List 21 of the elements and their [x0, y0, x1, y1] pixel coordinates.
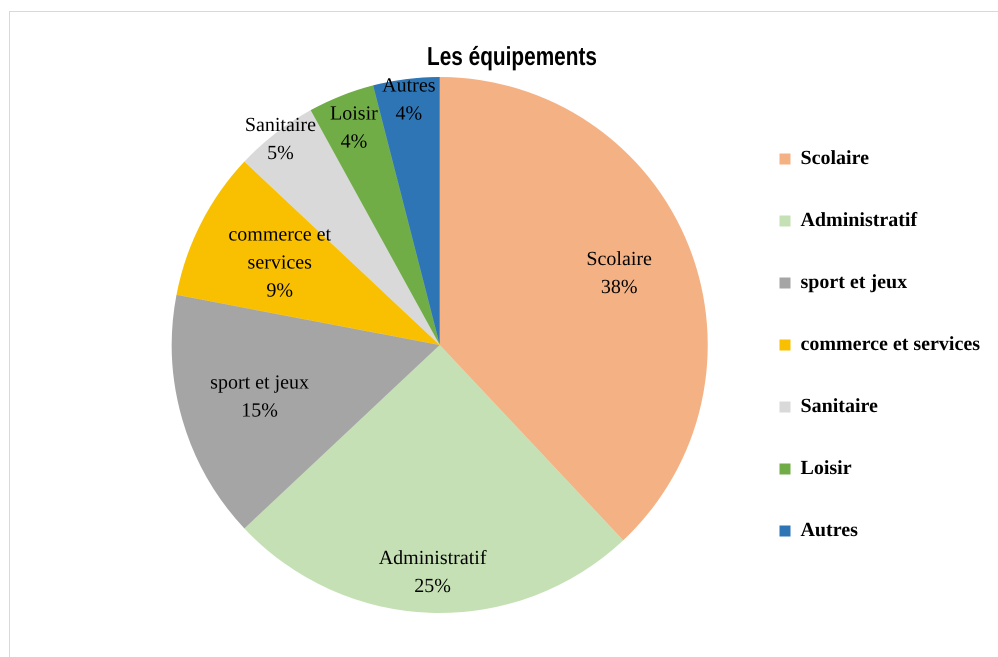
legend-label: Autres [800, 519, 858, 542]
legend-label: Loisir [800, 457, 852, 480]
legend-label: commerce et services [800, 333, 980, 356]
slice-label: Sanitaire [244, 114, 316, 136]
chart-title: Les équipements [427, 40, 597, 72]
data-label: 15% [241, 400, 278, 422]
slice-label: Administratif [378, 546, 487, 569]
data-label: 4% [396, 102, 422, 125]
slice-label: Autres [382, 74, 436, 97]
legend-label: Sanitaire [800, 395, 878, 418]
slice-label: Loisir [330, 102, 378, 124]
data-label: 38% [600, 276, 638, 298]
data-label: 5% [267, 142, 294, 164]
legend-label: Scolaire [800, 147, 870, 170]
legend-label: sport et jeux [800, 271, 908, 294]
data-label: 4% [340, 130, 368, 152]
data-label: 9% [266, 280, 294, 302]
slice-label: Scolaire [586, 248, 652, 270]
legend-label: Administratif [800, 209, 918, 232]
slice-label: sport et jeux [210, 372, 310, 394]
data-label: 25% [414, 574, 451, 597]
